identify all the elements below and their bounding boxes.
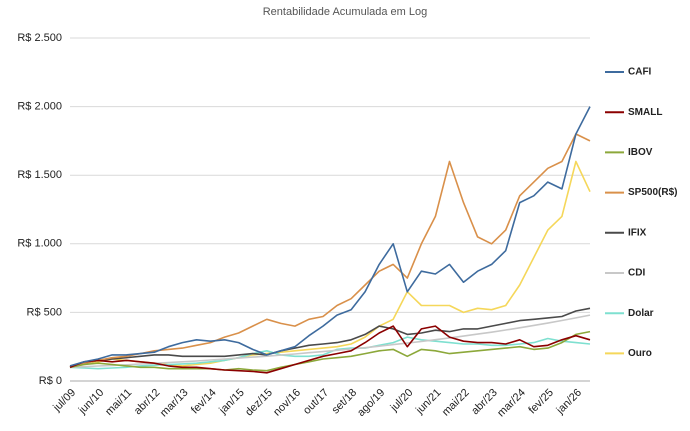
x-tick-label: mar/24	[495, 387, 528, 420]
legend-label: Ouro	[628, 348, 652, 359]
chart-title: Rentabilidade Acumulada em Log	[263, 6, 428, 18]
y-tick-label: R$ 1.000	[17, 238, 62, 250]
legend-label: SP500(R$)	[628, 187, 677, 198]
x-tick-label: jun/10	[76, 387, 106, 417]
x-tick-label: nov/16	[271, 387, 303, 419]
series-line	[69, 330, 591, 372]
legend-label: IBOV	[628, 147, 653, 158]
y-tick-label: R$ 1.500	[17, 169, 62, 181]
series-line	[69, 106, 591, 367]
x-tick-label: mai/11	[103, 387, 134, 418]
x-tick-label: abr/23	[469, 387, 500, 418]
series-line	[69, 336, 591, 370]
x-tick-label: jun/21	[413, 387, 443, 417]
x-tick-label: out/17	[301, 387, 331, 417]
x-tick-label: mai/22	[440, 387, 472, 419]
legend-label: CAFI	[628, 67, 652, 78]
legend-label: Dolar	[628, 308, 654, 319]
x-tick-label: fev/14	[189, 387, 219, 417]
legend-label: CDI	[628, 268, 645, 279]
x-tick-label: jul/09	[50, 387, 78, 415]
x-tick-label: jul/20	[388, 387, 416, 415]
legend-label: IFIX	[628, 227, 647, 238]
series-line	[69, 133, 591, 369]
x-tick-label: dez/15	[243, 387, 275, 419]
y-tick-label: R$ 0	[39, 375, 62, 387]
x-tick-label: mar/13	[158, 387, 191, 420]
y-tick-label: R$ 2.500	[17, 32, 62, 44]
legend-label: SMALL	[628, 107, 662, 118]
y-tick-label: R$ 2.000	[17, 101, 62, 113]
series-line	[69, 160, 591, 369]
x-tick-label: jan/26	[554, 387, 584, 417]
series-line	[69, 307, 591, 369]
x-tick-label: ago/19	[355, 387, 387, 419]
x-tick-label: set/18	[330, 387, 360, 417]
x-tick-label: jan/15	[216, 387, 246, 417]
y-tick-label: R$ 500	[27, 306, 62, 318]
x-tick-label: abr/12	[132, 387, 163, 418]
series-line	[69, 325, 591, 374]
x-tick-label: fev/25	[526, 387, 556, 417]
